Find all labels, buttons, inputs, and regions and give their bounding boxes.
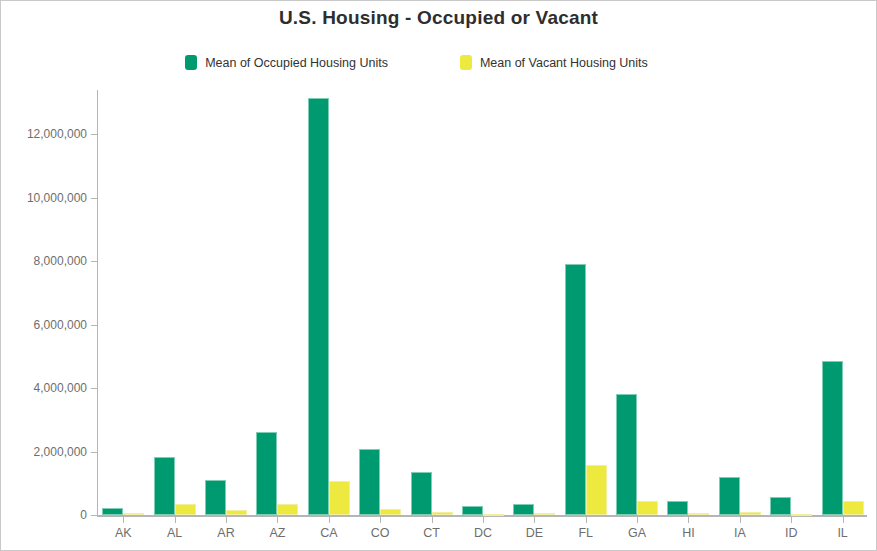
x-axis-tick — [277, 517, 278, 523]
y-axis-tick — [91, 198, 97, 199]
chart-widget: U.S. Housing - Occupied or Vacant Mean o… — [0, 0, 877, 551]
y-axis-tick — [91, 261, 97, 262]
x-axis-label-DC: DC — [474, 526, 492, 540]
bar-occupied-AK[interactable] — [102, 508, 123, 515]
bar-vacant-DC[interactable] — [483, 514, 504, 516]
bar-occupied-CT[interactable] — [411, 472, 432, 515]
x-axis-tick — [791, 517, 792, 523]
bar-vacant-CO[interactable] — [380, 509, 401, 515]
x-axis-label-GA: GA — [628, 526, 646, 540]
x-axis-label-ID: ID — [785, 526, 798, 540]
bar-occupied-CO[interactable] — [359, 449, 380, 515]
x-axis-label-CA: CA — [320, 526, 337, 540]
y-axis-tick — [91, 134, 97, 135]
x-axis-label-AK: AK — [115, 526, 132, 540]
x-axis-label-IA: IA — [734, 526, 746, 540]
x-axis-tick — [483, 517, 484, 523]
x-axis-tick — [637, 517, 638, 523]
bar-occupied-IA[interactable] — [719, 477, 740, 515]
y-axis-label: 4,000,000 — [1, 381, 87, 395]
bar-occupied-AR[interactable] — [205, 480, 226, 515]
y-axis-line — [97, 90, 98, 515]
x-axis-label-AL: AL — [167, 526, 182, 540]
bar-vacant-AR[interactable] — [226, 510, 247, 515]
x-axis-tick — [226, 517, 227, 523]
bar-occupied-AZ[interactable] — [256, 432, 277, 515]
bar-vacant-AK[interactable] — [123, 513, 144, 515]
bar-occupied-CA[interactable] — [308, 98, 329, 515]
y-axis-tick — [91, 325, 97, 326]
bar-vacant-CA[interactable] — [329, 481, 350, 515]
x-axis-tick — [534, 517, 535, 523]
bar-occupied-IL[interactable] — [822, 361, 843, 515]
y-axis-label: 0 — [1, 508, 87, 522]
x-axis-label-AZ: AZ — [269, 526, 285, 540]
x-axis-tick — [380, 517, 381, 523]
bar-vacant-AZ[interactable] — [277, 504, 298, 515]
bar-occupied-HI[interactable] — [667, 501, 688, 515]
y-axis-tick — [91, 452, 97, 453]
plot-area: 0 2,000,000 4,000,000 6,000,000 8,000,000 10,… — [1, 1, 877, 551]
bar-vacant-GA[interactable] — [637, 501, 658, 515]
x-axis-tick — [688, 517, 689, 523]
bar-vacant-DE[interactable] — [534, 513, 555, 515]
bar-occupied-DC[interactable] — [462, 506, 483, 515]
x-axis-tick — [432, 517, 433, 523]
y-axis-label: 8,000,000 — [1, 254, 87, 268]
x-axis-tick — [123, 517, 124, 523]
bar-vacant-IA[interactable] — [740, 512, 761, 515]
x-axis-tick — [586, 517, 587, 523]
y-axis-label: 12,000,000 — [1, 127, 87, 141]
y-axis-label: 2,000,000 — [1, 445, 87, 459]
x-axis-label-DE: DE — [526, 526, 543, 540]
bar-vacant-CT[interactable] — [432, 512, 453, 515]
y-axis-label: 6,000,000 — [1, 318, 87, 332]
bar-occupied-AL[interactable] — [154, 457, 175, 515]
bar-occupied-GA[interactable] — [616, 394, 637, 515]
bar-vacant-ID[interactable] — [791, 514, 812, 516]
x-axis-tick — [329, 517, 330, 523]
x-axis-label-HI: HI — [682, 526, 695, 540]
x-axis-label-CO: CO — [371, 526, 390, 540]
bar-vacant-IL[interactable] — [843, 501, 864, 515]
x-axis-label-CT: CT — [423, 526, 440, 540]
x-axis-tick — [740, 517, 741, 523]
x-axis-tick — [843, 517, 844, 523]
bar-vacant-AL[interactable] — [175, 504, 196, 515]
bar-occupied-DE[interactable] — [513, 504, 534, 515]
y-axis-label: 10,000,000 — [1, 191, 87, 205]
x-axis-label-AR: AR — [217, 526, 234, 540]
bar-occupied-FL[interactable] — [565, 264, 586, 515]
y-axis-tick — [91, 515, 97, 516]
x-axis-label-IL: IL — [837, 526, 847, 540]
bar-vacant-FL[interactable] — [586, 465, 607, 515]
y-axis-tick — [91, 388, 97, 389]
bar-occupied-ID[interactable] — [770, 497, 791, 515]
x-axis-label-FL: FL — [578, 526, 593, 540]
x-axis-tick — [175, 517, 176, 523]
bar-vacant-HI[interactable] — [688, 513, 709, 515]
